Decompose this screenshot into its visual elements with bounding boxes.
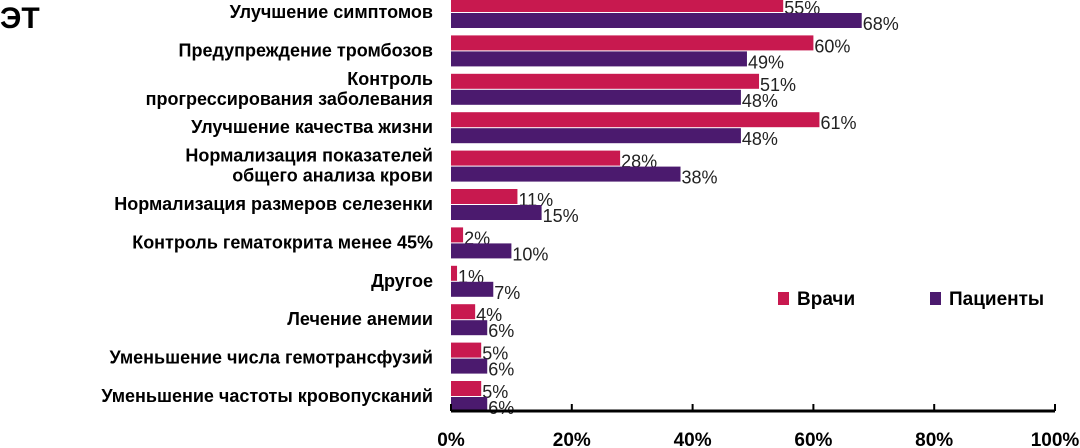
bar-patients bbox=[451, 281, 494, 297]
bar-doctors bbox=[451, 35, 814, 51]
data-label: 5% bbox=[482, 382, 508, 402]
category-label: прогрессирования заболевания bbox=[146, 89, 433, 109]
data-label: 6% bbox=[488, 398, 514, 418]
chart-title: ЭТ bbox=[0, 2, 40, 35]
category-label: Уменьшение частоты кровопусканий bbox=[101, 386, 433, 406]
bar-patients bbox=[451, 358, 488, 374]
bar-patients bbox=[451, 243, 512, 259]
legend-swatch bbox=[930, 292, 941, 305]
bar-doctors bbox=[451, 342, 482, 358]
x-tick-label: 20% bbox=[553, 430, 591, 448]
data-label: 61% bbox=[820, 113, 856, 133]
category-label: Нормализация размеров селезенки bbox=[114, 194, 433, 214]
category-label: Нормализация показателей bbox=[185, 146, 433, 166]
bar-patients bbox=[451, 397, 488, 412]
data-label: 48% bbox=[742, 91, 778, 111]
bar-patients bbox=[451, 13, 862, 28]
bar-patients bbox=[451, 205, 542, 220]
bar-doctors bbox=[451, 189, 518, 204]
x-tick-label: 0% bbox=[437, 430, 465, 448]
x-tick-label: 80% bbox=[915, 430, 953, 448]
category-label: общего анализа крови bbox=[232, 166, 433, 186]
bar-patients bbox=[451, 320, 488, 336]
data-label: 5% bbox=[482, 344, 508, 364]
bar-doctors bbox=[451, 112, 820, 128]
legend-swatch bbox=[778, 292, 789, 305]
bar-patients bbox=[451, 51, 747, 67]
bar-doctors bbox=[451, 381, 482, 396]
category-label: Предупреждение тромбозов bbox=[179, 40, 433, 60]
category-label: Другое bbox=[371, 271, 433, 291]
data-label: 6% bbox=[488, 360, 514, 380]
x-tick-label: 40% bbox=[674, 430, 712, 448]
data-label: 60% bbox=[814, 36, 850, 56]
bar-doctors bbox=[451, 304, 476, 320]
data-label: 7% bbox=[494, 283, 520, 303]
category-label: Улучшение симптомов bbox=[230, 2, 433, 22]
legend-label: Пациенты bbox=[949, 289, 1044, 310]
data-label: 51% bbox=[760, 75, 796, 95]
data-label: 38% bbox=[682, 168, 718, 188]
x-tick-label: 60% bbox=[794, 430, 832, 448]
legend-label: Врачи bbox=[797, 289, 855, 310]
bar-doctors bbox=[451, 227, 464, 243]
bar-patients bbox=[451, 166, 681, 182]
data-label: 49% bbox=[748, 52, 784, 72]
bar-patients bbox=[451, 128, 741, 144]
bar-doctors bbox=[451, 265, 458, 281]
bar-doctors bbox=[451, 150, 621, 166]
category-label: Контроль bbox=[347, 69, 433, 89]
data-label: 10% bbox=[512, 244, 548, 264]
category-label: Улучшение качества жизни bbox=[191, 117, 433, 137]
data-label: 68% bbox=[863, 14, 899, 34]
data-label: 48% bbox=[742, 129, 778, 149]
bar-doctors bbox=[451, 73, 760, 89]
data-label: 6% bbox=[488, 321, 514, 341]
data-label: 15% bbox=[543, 206, 579, 226]
x-tick-label: 100% bbox=[1031, 430, 1080, 448]
bar-doctors bbox=[451, 0, 784, 12]
category-label: Уменьшение числа гемотрансфузий bbox=[110, 348, 433, 368]
bar-patients bbox=[451, 89, 741, 105]
category-label: Лечение анемии bbox=[287, 309, 433, 329]
category-label: Контроль гематокрита менее 45% bbox=[132, 232, 433, 252]
